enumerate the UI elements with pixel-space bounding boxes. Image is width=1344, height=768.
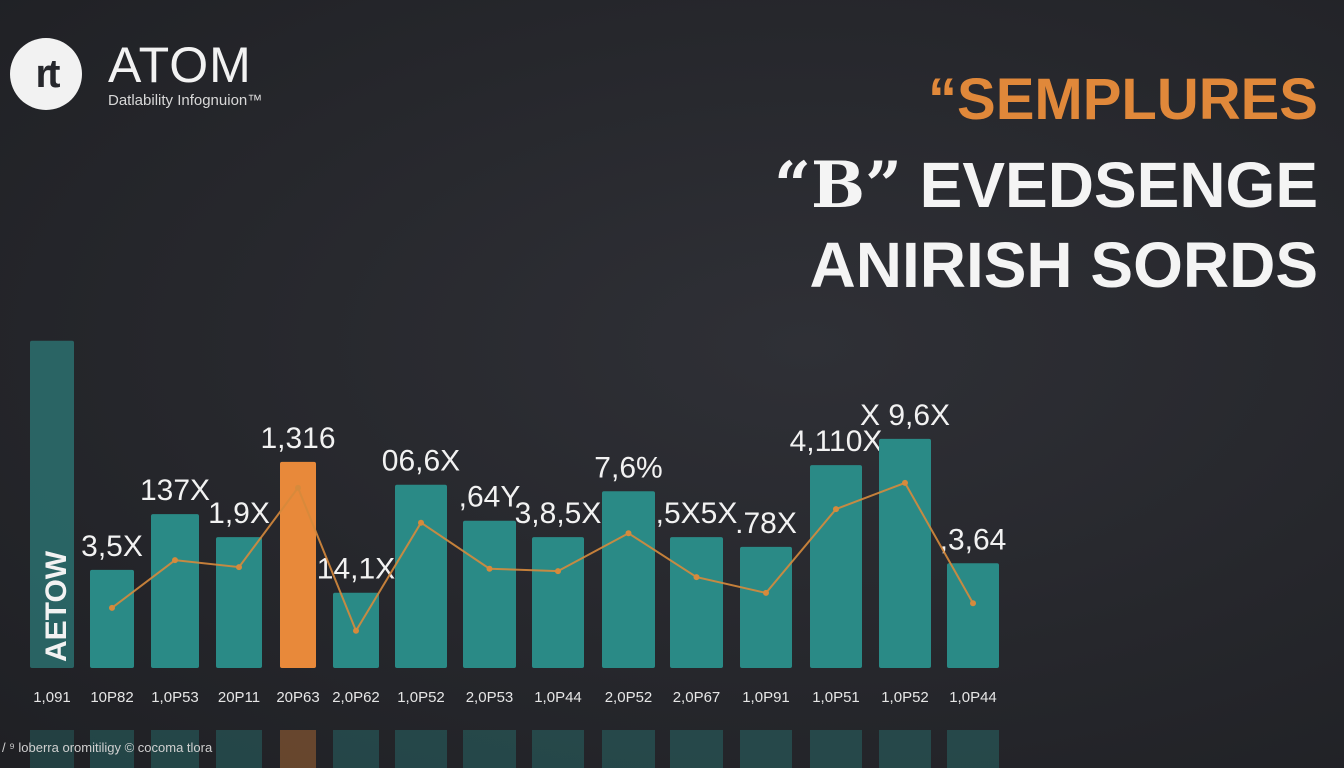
- bar: [810, 465, 862, 668]
- trend-point: [693, 574, 700, 581]
- category-label: 1,0P51: [812, 689, 860, 706]
- category-label: 2,0P62: [332, 689, 380, 706]
- data-label: X 9,6X: [860, 399, 950, 432]
- bar-reflection: [463, 730, 516, 768]
- data-label: 1,316: [260, 422, 335, 455]
- category-label: 1,0P44: [534, 689, 582, 706]
- category-label: 2,0P52: [605, 689, 653, 706]
- bar-reflection: [90, 730, 134, 768]
- data-label: 137X: [140, 474, 210, 507]
- trend-point: [418, 519, 424, 526]
- bar-reflection: [151, 730, 199, 768]
- footer-note: / ⁹ loberra oromitiligy © cocoma tlora: [2, 740, 213, 755]
- bar: [947, 563, 999, 668]
- data-label: 1,9X: [208, 497, 270, 530]
- category-label: 2,0P53: [466, 689, 514, 706]
- headline-line-2-text: EVEDSENGE: [919, 149, 1318, 221]
- trend-point: [486, 565, 493, 572]
- headline-line-1: “SEMPLURES: [928, 67, 1318, 132]
- data-label: 3,8,5X: [515, 497, 602, 530]
- category-label: 20P11: [218, 689, 260, 706]
- bar: [151, 514, 199, 668]
- trend-point: [555, 568, 561, 575]
- bar: [90, 569, 134, 668]
- category-label: 1,091: [33, 689, 71, 706]
- bar: [395, 484, 447, 668]
- bar-reflection: [602, 730, 655, 768]
- trend-point: [172, 557, 178, 564]
- headline-line-3: ANIRISH SORDS: [809, 229, 1319, 301]
- trend-point: [236, 564, 242, 571]
- category-label: 1,0P52: [397, 689, 445, 706]
- data-label: ,5X5X: [656, 497, 738, 530]
- data-label: 14,1X: [317, 553, 395, 586]
- data-label: 3,5X: [81, 530, 143, 563]
- data-label: 4,110X: [790, 425, 883, 458]
- trend-point: [625, 530, 632, 537]
- bar-reflection: [280, 730, 316, 768]
- bar-reflection: [395, 730, 447, 768]
- trend-line: [111, 481, 974, 633]
- trend-point: [902, 479, 908, 486]
- logo: rt: [10, 38, 82, 110]
- headline-line-2: “B” EVEDSENGE: [774, 148, 1318, 223]
- bar: [463, 520, 516, 668]
- category-label: 1,0P91: [742, 689, 790, 706]
- headline-badge: “B”: [774, 148, 902, 223]
- category-label: 2,0P67: [673, 689, 721, 706]
- data-label: 06,6X: [382, 445, 460, 478]
- category-label: 10P82: [90, 689, 133, 706]
- side-bar: [30, 340, 74, 668]
- bar: [670, 537, 723, 668]
- trend-point: [833, 506, 839, 513]
- category-label: 1,0P53: [151, 689, 199, 706]
- bar: [532, 537, 584, 668]
- bar-reflection: [879, 730, 931, 768]
- side-axis-label: AETOW: [40, 550, 73, 662]
- data-label: ,3,64: [940, 523, 1007, 556]
- bar: [280, 461, 316, 668]
- brand-tagline: Datlability Infognuion™: [108, 92, 263, 109]
- bar-reflection: [532, 730, 584, 768]
- category-label: 1,0P44: [949, 689, 997, 706]
- trend-point: [970, 600, 976, 607]
- trend-point: [763, 589, 769, 596]
- bar-reflection: [216, 730, 262, 768]
- trend-point: [109, 604, 115, 611]
- bar: [602, 491, 655, 668]
- bar-reflection: [333, 730, 379, 768]
- bar-reflection: [670, 730, 723, 768]
- category-label: 20P63: [276, 689, 319, 706]
- bar-reflection: [740, 730, 792, 768]
- data-label: 7,6%: [594, 451, 662, 484]
- bar: [740, 546, 792, 668]
- bar-reflection: [810, 730, 862, 768]
- trend-point: [353, 627, 359, 634]
- bar-reflection: [947, 730, 999, 768]
- brand-name: ATOM: [108, 37, 252, 93]
- bar: [879, 438, 931, 668]
- bar: [216, 537, 262, 668]
- bar-reflection: [30, 730, 74, 768]
- trend-point: [295, 484, 301, 491]
- category-label: 1,0P52: [881, 689, 929, 706]
- data-label: ,64Y: [459, 481, 521, 514]
- data-label: .78X: [735, 507, 797, 540]
- logo-mark: rt: [35, 52, 61, 96]
